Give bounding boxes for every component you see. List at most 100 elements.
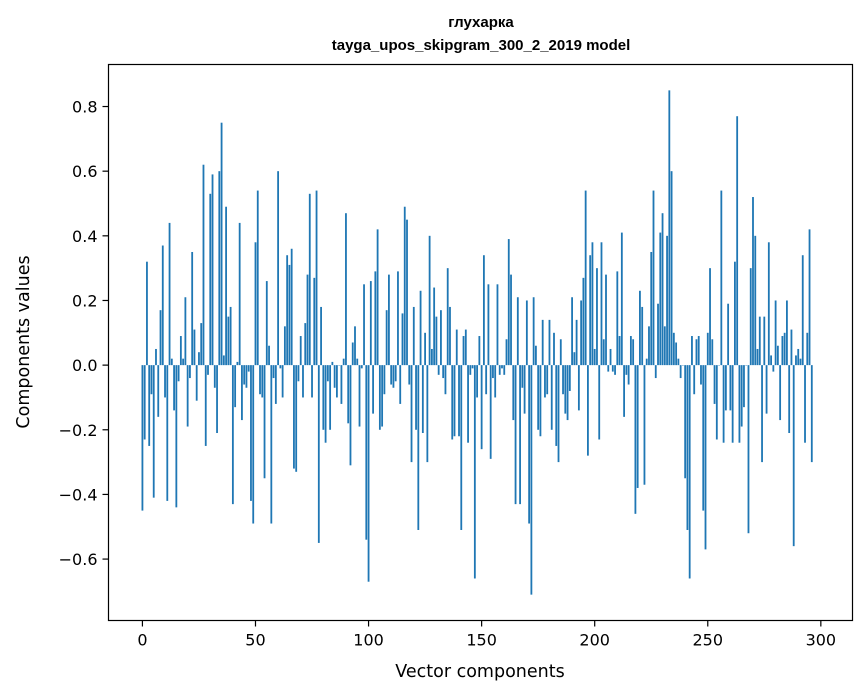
bar-184 [557,365,560,463]
y-axis-label: Components values [14,255,34,428]
bar-100 [367,365,370,582]
y-tick-label: −0.2 [59,421,98,440]
bar-174 [535,345,537,366]
bar-51 [256,190,259,366]
bar-28 [204,365,207,446]
bar-129 [433,287,436,366]
y-tick-label: 0.0 [72,356,97,375]
bar-162 [507,239,510,366]
bar-199 [591,242,594,366]
bar-189 [568,365,571,391]
bar-198 [589,255,592,366]
bar-57 [270,365,273,524]
bar-23 [193,329,196,366]
bar-283 [781,336,784,366]
x-tick-label: 0 [137,631,147,650]
bar-177 [541,319,544,366]
bar-26 [200,323,203,366]
bar-269 [749,268,752,366]
bar-89 [342,358,345,366]
bar-2 [146,261,148,366]
bar-285 [786,300,788,366]
bar-181 [550,365,553,430]
bar-240 [684,365,687,479]
bars-group [141,90,813,595]
bar-47 [247,365,250,372]
bar-282 [779,365,782,421]
bar-80 [322,365,325,430]
bar-71 [302,365,304,398]
x-tick-label: 300 [806,631,837,650]
bar-70 [299,336,302,366]
bar-54 [263,365,266,479]
bar-134 [444,365,447,395]
bar-188 [566,365,569,421]
bar-118 [408,365,411,385]
bar-219 [636,365,639,488]
bar-232 [666,235,668,366]
bar-207 [609,348,612,366]
bar-224 [648,326,650,366]
bar-21 [189,365,191,379]
bar-99 [365,365,368,540]
y-axis-ticks: −0.6 −0.4 −0.2 0.0 0.2 0.4 0.6 0.8 [59,98,109,569]
bar-117 [406,219,408,366]
bar-125 [424,332,426,366]
bar-272 [756,348,759,366]
bar-149 [478,336,481,366]
y-tick-label: 0.2 [72,291,97,310]
bar-206 [607,365,610,372]
bar-211 [618,336,621,366]
bar-61 [279,365,282,369]
bar-127 [428,235,431,366]
x-tick-label: 50 [245,631,265,650]
bar-86 [336,365,338,398]
bar-215 [627,365,630,385]
bar-243 [691,336,693,366]
bar-88 [340,365,343,404]
bar-121 [415,365,417,430]
bar-260 [729,365,732,411]
bar-160 [503,365,506,375]
bar-192 [575,319,578,366]
bar-12 [168,222,171,366]
bar-254 [715,365,718,440]
bar-257 [722,365,725,443]
bar-242 [688,365,691,579]
bar-264 [738,365,741,443]
bar-110 [390,365,393,385]
bar-111 [392,365,395,388]
bar-126 [426,365,429,463]
bar-276 [765,365,768,414]
bar-50 [254,242,257,366]
bar-194 [580,300,583,366]
bar-229 [659,232,662,366]
x-axis-label: Vector components [395,662,564,682]
bar-247 [700,365,702,385]
bar-275 [763,316,766,366]
bar-42 [236,361,239,366]
bar-281 [776,345,779,366]
bar-106 [381,365,384,427]
bar-144 [467,365,469,443]
bar-170 [525,300,528,366]
bar-222 [643,365,646,485]
bar-290 [797,348,800,366]
bar-56 [268,345,270,366]
x-axis-ticks: 0 50 100 150 200 250 300 [137,620,837,650]
bar-185 [559,339,562,366]
bar-154 [489,365,492,459]
bar-67 [293,365,295,469]
bar-10 [164,365,166,398]
bar-293 [804,365,806,443]
bar-223 [645,358,648,366]
bar-291 [799,358,802,366]
bar-123 [419,290,422,366]
bar-176 [539,365,542,437]
bar-168 [521,365,524,388]
bar-64 [286,255,289,366]
bar-98 [363,284,365,366]
bar-231 [663,326,666,366]
bar-193 [577,365,580,411]
bar-288 [792,365,795,547]
